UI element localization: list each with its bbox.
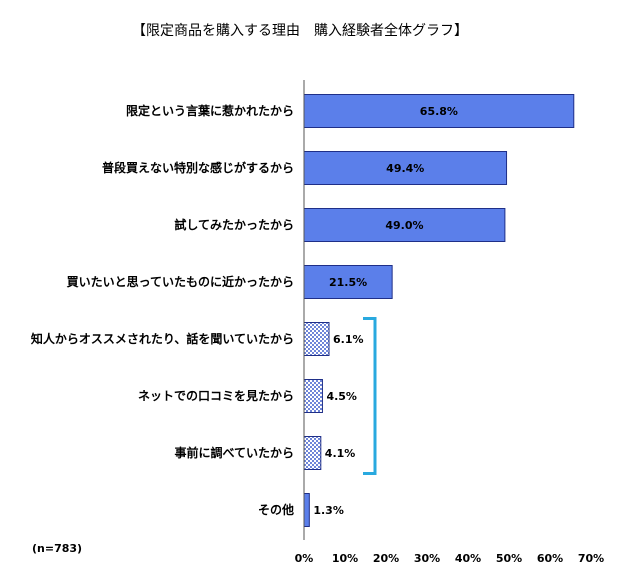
bar — [303, 493, 310, 527]
x-tick-label: 60% — [537, 552, 563, 565]
category-label: ネットでの口コミを見たから — [138, 388, 294, 403]
category-label: 事前に調べていたから — [174, 445, 294, 460]
bar — [303, 379, 323, 413]
bar — [303, 151, 508, 185]
value-label: 49.4% — [386, 162, 424, 175]
value-label: 4.1% — [325, 447, 356, 460]
category-label: その他 — [258, 502, 294, 517]
x-tick-label: 30% — [414, 552, 440, 565]
x-tick-label: 40% — [455, 552, 481, 565]
value-label: 4.5% — [326, 390, 357, 403]
value-label: 49.0% — [385, 219, 423, 232]
category-label: 試してみたかったから — [174, 217, 294, 232]
bracket — [363, 317, 377, 475]
bar — [303, 208, 506, 242]
value-label: 6.1% — [333, 333, 364, 346]
x-tick-label: 70% — [578, 552, 604, 565]
bar — [303, 436, 322, 470]
value-label: 21.5% — [329, 276, 367, 289]
x-tick-label: 20% — [373, 552, 399, 565]
bars-group: 限定という言葉に惹かれたから 65.8% 普段買えない特別な感じがするから 49.4%… — [30, 94, 575, 527]
category-label: 限定という言葉に惹かれたから — [126, 103, 294, 118]
bar — [303, 94, 575, 128]
x-tick-label: 0% — [295, 552, 314, 565]
x-tick-label: 10% — [332, 552, 358, 565]
category-label: 知人からオススメされたり、話を聞いていたから — [30, 331, 294, 346]
value-label: 65.8% — [420, 105, 458, 118]
bar — [303, 322, 330, 356]
value-label: 1.3% — [313, 504, 344, 517]
category-label: 普段買えない特別な感じがするから — [102, 160, 294, 175]
x-tick-label: 50% — [496, 552, 522, 565]
bar — [303, 265, 393, 299]
sample-size-note: (n=783) — [32, 542, 82, 555]
chart-title: 【限定商品を購入する理由 購入経験者全体グラフ】 — [132, 22, 468, 39]
category-label: 買いたいと思っていたものに近かったから — [67, 274, 294, 289]
x-axis: 0% 10% 20% 30% 40% 50% 60% 70% — [295, 80, 604, 565]
